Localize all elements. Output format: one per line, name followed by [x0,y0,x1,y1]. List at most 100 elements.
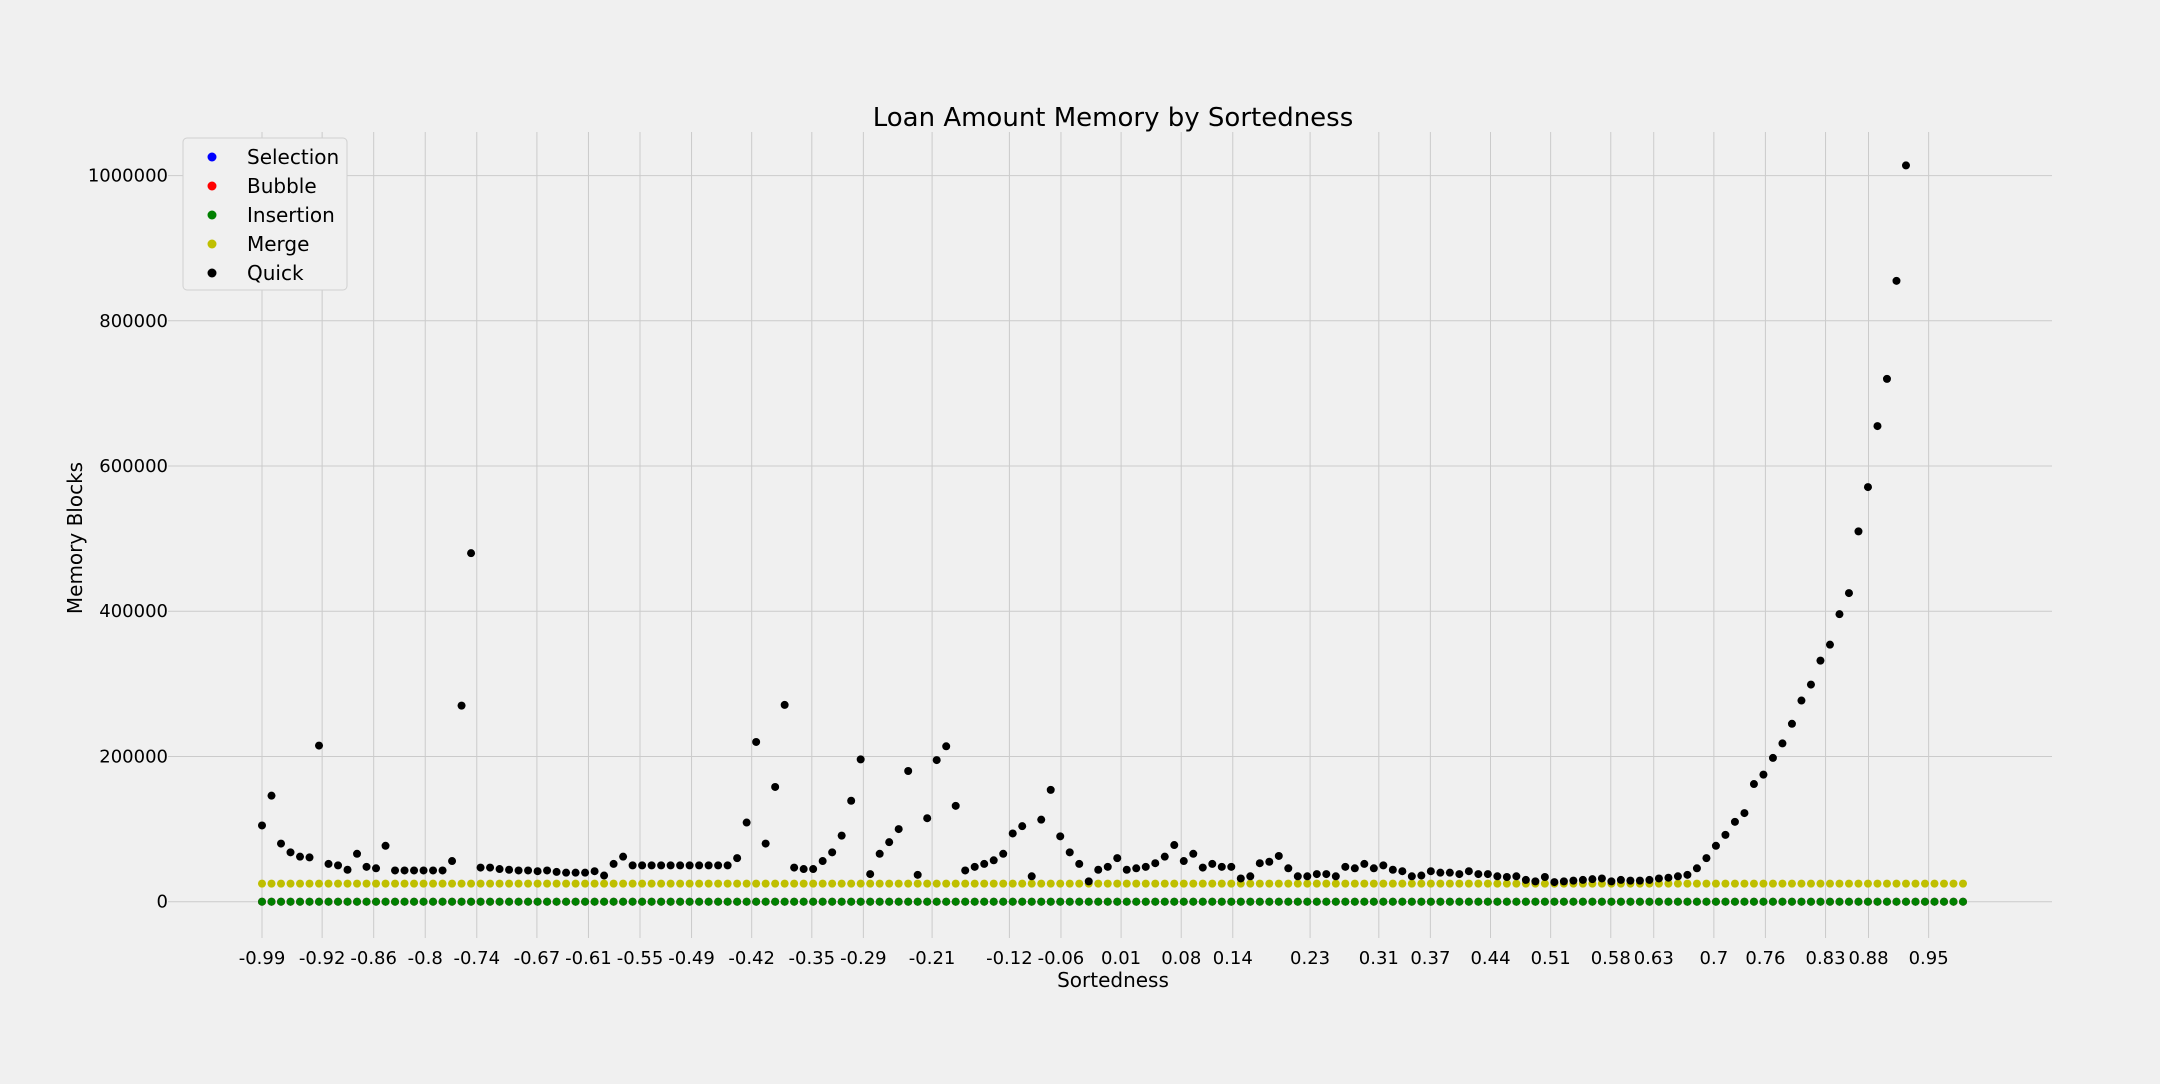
merge-point [894,879,903,888]
insertion-point [1578,897,1587,906]
quick-point [1654,874,1663,883]
insertion-point [1531,897,1540,906]
quick-point [1246,872,1255,881]
merge-point [1369,879,1378,888]
insertion-point [1949,897,1958,906]
insertion-point [1673,897,1682,906]
insertion-point [1483,897,1492,906]
insertion-point [438,897,447,906]
merge-point [1740,879,1749,888]
y-tick-label: 0 [157,892,168,913]
insertion-point [1407,897,1416,906]
quick-point [1284,864,1293,873]
insertion-point [495,897,504,906]
insertion-point [400,897,409,906]
insertion-point [790,897,799,906]
quick-point [1835,610,1844,619]
quick-point [524,866,533,875]
insertion-point [1227,897,1236,906]
quick-point [894,825,903,834]
merge-point [1873,879,1882,888]
quick-point [1464,867,1473,876]
quick-point [467,549,476,558]
quick-point [1369,864,1378,873]
quick-point [552,867,561,876]
merge-point [1854,879,1863,888]
merge-point [1474,879,1483,888]
quick-point [1445,868,1454,877]
legend-marker-bubble [207,181,217,191]
quick-point [305,853,314,862]
insertion-point [305,897,314,906]
insertion-point [581,897,590,906]
quick-point [1559,877,1568,886]
insertion-point [1274,897,1283,906]
y-tick-label: 200000 [99,746,168,767]
quick-point [904,766,913,775]
merge-point [457,879,466,888]
merge-point [1493,879,1502,888]
quick-point [1132,864,1141,873]
merge-point [1749,879,1758,888]
insertion-point [324,897,333,906]
quick-point [1882,374,1891,383]
insertion-point [1778,897,1787,906]
quick-point [1274,851,1283,860]
quick-point [647,861,656,870]
quick-point [638,861,647,870]
insertion-point [1702,897,1711,906]
insertion-point [761,897,770,906]
insertion-point [742,897,751,906]
insertion-point [1426,897,1435,906]
merge-point [562,879,571,888]
quick-point [1711,841,1720,850]
quick-point [1692,864,1701,873]
quick-point [657,861,666,870]
insertion-point [486,897,495,906]
quick-point [790,863,799,872]
quick-point [1597,874,1606,883]
insertion-point [1797,897,1806,906]
x-tick-label: -0.61 [565,948,612,969]
quick-point [1721,830,1730,839]
quick-point [885,838,894,847]
quick-point [1635,876,1644,885]
insertion-point [467,897,476,906]
merge-point [1417,879,1426,888]
x-tick-label: 0.83 [1806,948,1846,969]
quick-point [961,866,970,875]
insertion-point [286,897,295,906]
merge-point [733,879,742,888]
x-tick-label: -0.99 [239,948,286,969]
x-axis-ticks: -0.99 -0.92 -0.86 -0.8 -0.74 -0.67 -0.61 -0.55-… [239,948,1949,969]
merge-point [277,879,286,888]
quick-point [1863,483,1872,492]
merge-point [856,879,865,888]
insertion-point [590,897,599,906]
quick-point [666,861,675,870]
insertion-point [1863,897,1872,906]
quick-point [381,841,390,850]
insertion-point [894,897,903,906]
insertion-point [1198,897,1207,906]
y-axis-ticks: 0 200000 400000 600000 800000 1000000 [88,166,168,913]
x-tick-label: 0.44 [1470,948,1510,969]
merge-point [600,879,609,888]
quick-point [1787,719,1796,728]
insertion-point [1217,897,1226,906]
quick-point [1673,872,1682,881]
insertion-point [1179,897,1188,906]
merge-point [1151,879,1160,888]
insertion-point [1787,897,1796,906]
merge-point [1065,879,1074,888]
merge-point [1189,879,1198,888]
quick-point [1312,870,1321,879]
merge-point [942,879,951,888]
merge-point [1445,879,1454,888]
merge-point [296,879,305,888]
merge-point [1483,879,1492,888]
merge-point [1217,879,1226,888]
insertion-point [723,897,732,906]
